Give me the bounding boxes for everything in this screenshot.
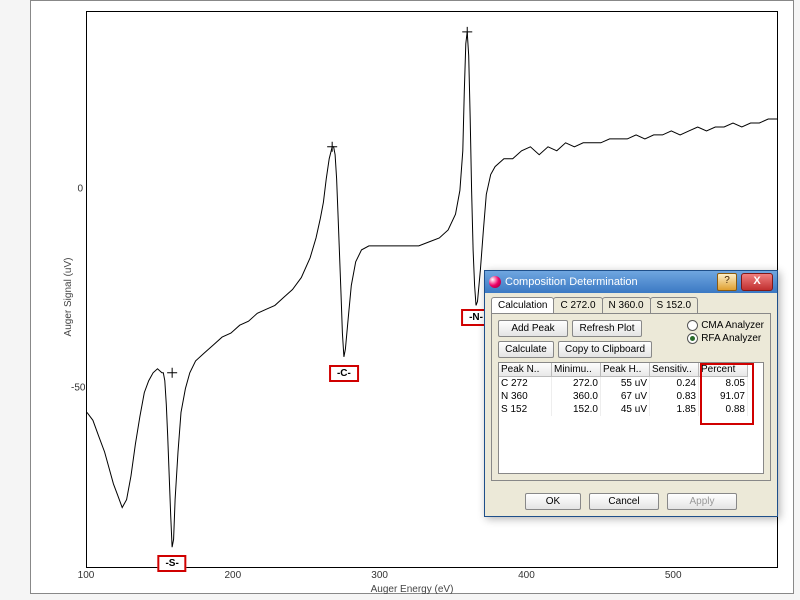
- grid-column-header[interactable]: Percent: [699, 363, 748, 377]
- grid-cell: 360.0: [552, 390, 601, 403]
- grid-cell: 67 uV: [601, 390, 650, 403]
- analyzer-radio-group: CMA Analyzer RFA Analyzer: [687, 320, 764, 346]
- grid-cell: 0.24: [650, 377, 699, 390]
- grid-cell: N 360: [499, 390, 552, 403]
- grid-cell: 45 uV: [601, 403, 650, 416]
- grid-row[interactable]: N 360360.067 uV0.8391.07: [499, 390, 763, 403]
- refresh-plot-button[interactable]: Refresh Plot: [572, 320, 642, 337]
- x-tick-label: 300: [371, 570, 388, 581]
- tab-strip: CalculationC 272.0N 360.0S 152.0: [485, 293, 777, 313]
- dialog-title: Composition Determination: [505, 276, 638, 288]
- add-peak-button[interactable]: Add Peak: [498, 320, 568, 337]
- grid-cell: 272.0: [552, 377, 601, 390]
- dialog-bottom-buttons: OK Cancel Apply: [485, 487, 777, 516]
- x-axis-label: Auger Energy (eV): [371, 584, 454, 595]
- grid-row[interactable]: C 272272.055 uV0.248.05: [499, 377, 763, 390]
- peak-label: -C-: [329, 365, 359, 382]
- y-axis-label: Auger Signal (uV): [63, 258, 74, 337]
- copy-clipboard-button[interactable]: Copy to Clipboard: [558, 341, 652, 358]
- radio-icon: [687, 333, 698, 344]
- dialog-titlebar[interactable]: Composition Determination ? X: [485, 271, 777, 293]
- y-tick-label: -50: [71, 382, 83, 393]
- results-grid[interactable]: Peak N..Minimu..Peak H..Sensitiv..Percen…: [498, 362, 764, 474]
- grid-cell: 152.0: [552, 403, 601, 416]
- grid-cell: 1.85: [650, 403, 699, 416]
- grid-cell: 55 uV: [601, 377, 650, 390]
- grid-cell: 8.05: [699, 377, 748, 390]
- y-tick-label: 0: [71, 184, 83, 195]
- grid-cell: S 152: [499, 403, 552, 416]
- tab-s-152-0[interactable]: S 152.0: [650, 297, 698, 313]
- tab-calculation[interactable]: Calculation: [491, 297, 554, 313]
- x-tick-label: 500: [665, 570, 682, 581]
- apply-button[interactable]: Apply: [667, 493, 737, 510]
- help-button[interactable]: ?: [717, 273, 737, 291]
- close-button[interactable]: X: [741, 273, 773, 291]
- calculation-panel: Add Peak Refresh Plot Calculate Copy to …: [491, 313, 771, 481]
- grid-cell: 0.83: [650, 390, 699, 403]
- analyzer-option[interactable]: RFA Analyzer: [687, 333, 764, 344]
- grid-column-header[interactable]: Peak N..: [499, 363, 552, 377]
- grid-row[interactable]: S 152152.045 uV1.850.88: [499, 403, 763, 416]
- x-tick-label: 100: [78, 570, 95, 581]
- tab-c-272-0[interactable]: C 272.0: [553, 297, 602, 313]
- composition-dialog: Composition Determination ? X Calculatio…: [484, 270, 778, 517]
- app-icon: [489, 276, 501, 288]
- grid-column-header[interactable]: Peak H..: [601, 363, 650, 377]
- analyzer-option[interactable]: CMA Analyzer: [687, 320, 764, 331]
- grid-cell: 0.88: [699, 403, 748, 416]
- radio-icon: [687, 320, 698, 331]
- cancel-button[interactable]: Cancel: [589, 493, 659, 510]
- x-tick-label: 200: [224, 570, 241, 581]
- ok-button[interactable]: OK: [525, 493, 581, 510]
- grid-column-header[interactable]: Sensitiv..: [650, 363, 699, 377]
- grid-cell: 91.07: [699, 390, 748, 403]
- peak-label: -S-: [157, 555, 186, 572]
- tab-n-360-0[interactable]: N 360.0: [602, 297, 651, 313]
- calculate-button[interactable]: Calculate: [498, 341, 554, 358]
- x-tick-label: 400: [518, 570, 535, 581]
- grid-cell: C 272: [499, 377, 552, 390]
- grid-column-header[interactable]: Minimu..: [552, 363, 601, 377]
